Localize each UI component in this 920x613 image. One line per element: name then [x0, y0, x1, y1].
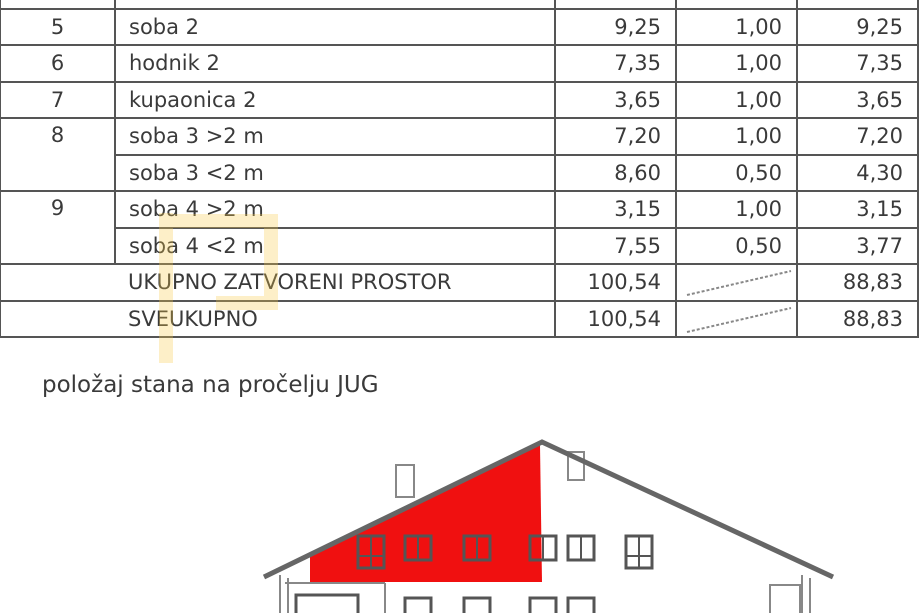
coefficient: 1,00: [675, 190, 798, 229]
table-row: soba 4 <2 m 7,55 0,50 3,77: [0, 226, 919, 265]
coefficient: 1,00: [675, 80, 798, 119]
total-row: UKUPNO ZATVORENI PROSTOR 100,54 88,83: [0, 263, 919, 302]
row-number: 5: [0, 7, 116, 46]
net-area: 3,65: [796, 80, 919, 119]
room-name: soba 3 >2 m: [114, 117, 556, 156]
table-row: 5 soba 2 9,25 1,00 9,25: [0, 7, 919, 46]
area: 3,65: [554, 80, 677, 119]
net-area: 3,15: [796, 190, 919, 229]
area: 8,60: [554, 153, 677, 192]
grand-total-row: SVEUKUPNO 100,54 88,83: [0, 299, 919, 338]
table-row: soba 3 <2 m 8,60 0,50 4,30: [0, 153, 919, 192]
area: 7,35: [554, 44, 677, 83]
grand-total-net: 88,83: [796, 299, 919, 338]
table-row: 7 kupaonica 2 3,65 1,00 3,65: [0, 80, 919, 119]
row-number: 8: [0, 117, 116, 192]
row-number: 7: [0, 80, 116, 119]
room-name: kupaonica 2: [114, 80, 556, 119]
coefficient: 0,50: [675, 153, 798, 192]
coefficient: 1,00: [675, 44, 798, 83]
room-name: soba 4 <2 m: [114, 226, 556, 265]
row-number: 6: [0, 44, 116, 83]
area: 9,25: [554, 7, 677, 46]
total-net: 88,83: [796, 263, 919, 302]
area-table: 5 soba 2 9,25 1,00 9,25 6 hodnik 2 7,35 1,00 7,3…: [0, 0, 919, 338]
coefficient: 1,00: [675, 7, 798, 46]
building-facade-drawing: [262, 439, 835, 613]
grand-total-label: SVEUKUPNO: [115, 299, 556, 338]
room-name: soba 4 >2 m: [114, 190, 556, 229]
net-area: 9,25: [796, 7, 919, 46]
table-row-partial: [0, 0, 919, 10]
room-name: soba 3 <2 m: [114, 153, 556, 192]
area: 3,15: [554, 190, 677, 229]
facade-caption: položaj stana na pročelju JUG: [42, 372, 379, 398]
table-row: 9 soba 4 >2 m 3,15 1,00 3,15: [0, 190, 919, 265]
row-number: 9: [0, 190, 116, 265]
net-area: 7,35: [796, 44, 919, 83]
total-area: 100,54: [554, 263, 677, 302]
table-row: 6 hodnik 2 7,35 1,00 7,35: [0, 44, 919, 83]
table-row: 8 soba 3 >2 m 7,20 1,00 7,20: [0, 117, 919, 192]
area: 7,20: [554, 117, 677, 156]
total-label: UKUPNO ZATVORENI PROSTOR: [115, 263, 556, 302]
hatched-cell: [675, 299, 798, 338]
net-area: 7,20: [796, 117, 919, 156]
room-name: soba 2: [114, 7, 556, 46]
net-area: 4,30: [796, 153, 919, 192]
coefficient: 1,00: [675, 117, 798, 156]
room-name: hodnik 2: [114, 44, 556, 83]
grand-total-area: 100,54: [554, 299, 677, 338]
area: 7,55: [554, 226, 677, 265]
net-area: 3,77: [796, 226, 919, 265]
hatched-cell: [675, 263, 798, 302]
coefficient: 0,50: [675, 226, 798, 265]
